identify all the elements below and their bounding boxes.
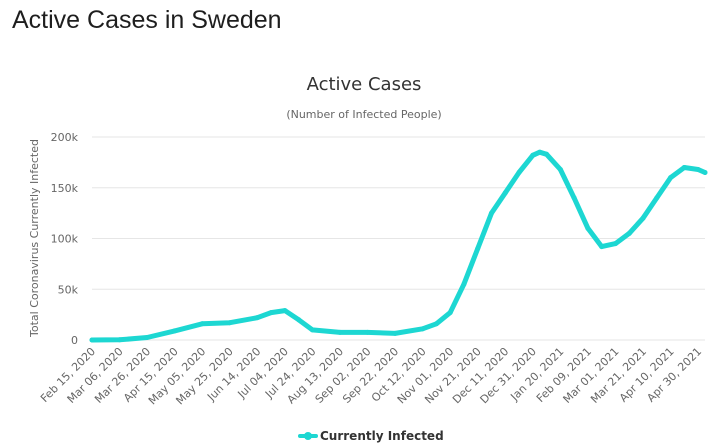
data-point bbox=[447, 310, 453, 316]
data-point bbox=[557, 166, 563, 172]
data-point bbox=[392, 330, 398, 336]
data-point bbox=[537, 149, 543, 155]
data-point bbox=[433, 321, 439, 327]
series-layer bbox=[89, 149, 708, 343]
data-point bbox=[626, 230, 632, 236]
y-tick-label: 50k bbox=[58, 283, 79, 296]
data-point bbox=[585, 225, 591, 231]
data-point bbox=[172, 328, 178, 334]
legend-marker bbox=[304, 432, 312, 440]
data-point bbox=[571, 195, 577, 201]
legend-item-currently-infected[interactable]: Currently Infected bbox=[320, 429, 444, 443]
legend[interactable]: Currently Infected bbox=[298, 429, 444, 443]
data-point bbox=[199, 321, 205, 327]
data-point bbox=[254, 315, 260, 321]
y-tick-label: 0 bbox=[71, 334, 78, 347]
y-axis-ticks: 0 50k 100k 150k 200k bbox=[51, 131, 79, 347]
data-point bbox=[516, 170, 522, 176]
data-point bbox=[668, 175, 674, 181]
data-point bbox=[337, 329, 343, 335]
grid-lines bbox=[92, 136, 705, 341]
data-point bbox=[544, 151, 550, 157]
data-point bbox=[282, 308, 288, 314]
y-axis-label: Total Coronavirus Currently Infected bbox=[28, 139, 41, 338]
data-point bbox=[530, 152, 536, 158]
data-point bbox=[461, 281, 467, 287]
series-line-currently-infected bbox=[89, 149, 708, 343]
y-tick-label: 100k bbox=[51, 233, 79, 246]
chart-subtitle: (Number of Infected People) bbox=[286, 108, 441, 121]
data-point bbox=[268, 310, 274, 316]
data-point bbox=[117, 337, 123, 343]
data-point bbox=[144, 334, 150, 340]
data-point bbox=[475, 246, 481, 252]
data-point bbox=[488, 210, 494, 216]
data-point bbox=[654, 195, 660, 201]
data-point bbox=[227, 320, 233, 326]
data-point bbox=[640, 215, 646, 221]
page-title: Active Cases in Sweden bbox=[12, 6, 282, 34]
data-point bbox=[420, 326, 426, 332]
data-point bbox=[695, 166, 701, 172]
data-point bbox=[599, 244, 605, 250]
data-point bbox=[296, 317, 302, 323]
y-tick-label: 200k bbox=[51, 131, 79, 144]
data-point bbox=[681, 164, 687, 170]
chart-title: Active Cases bbox=[307, 74, 422, 95]
data-point bbox=[612, 241, 618, 247]
y-tick-label: 150k bbox=[51, 182, 79, 195]
data-point bbox=[89, 337, 95, 343]
data-point bbox=[365, 329, 371, 335]
data-point bbox=[309, 327, 315, 333]
data-point bbox=[702, 170, 708, 176]
data-point bbox=[502, 190, 508, 196]
